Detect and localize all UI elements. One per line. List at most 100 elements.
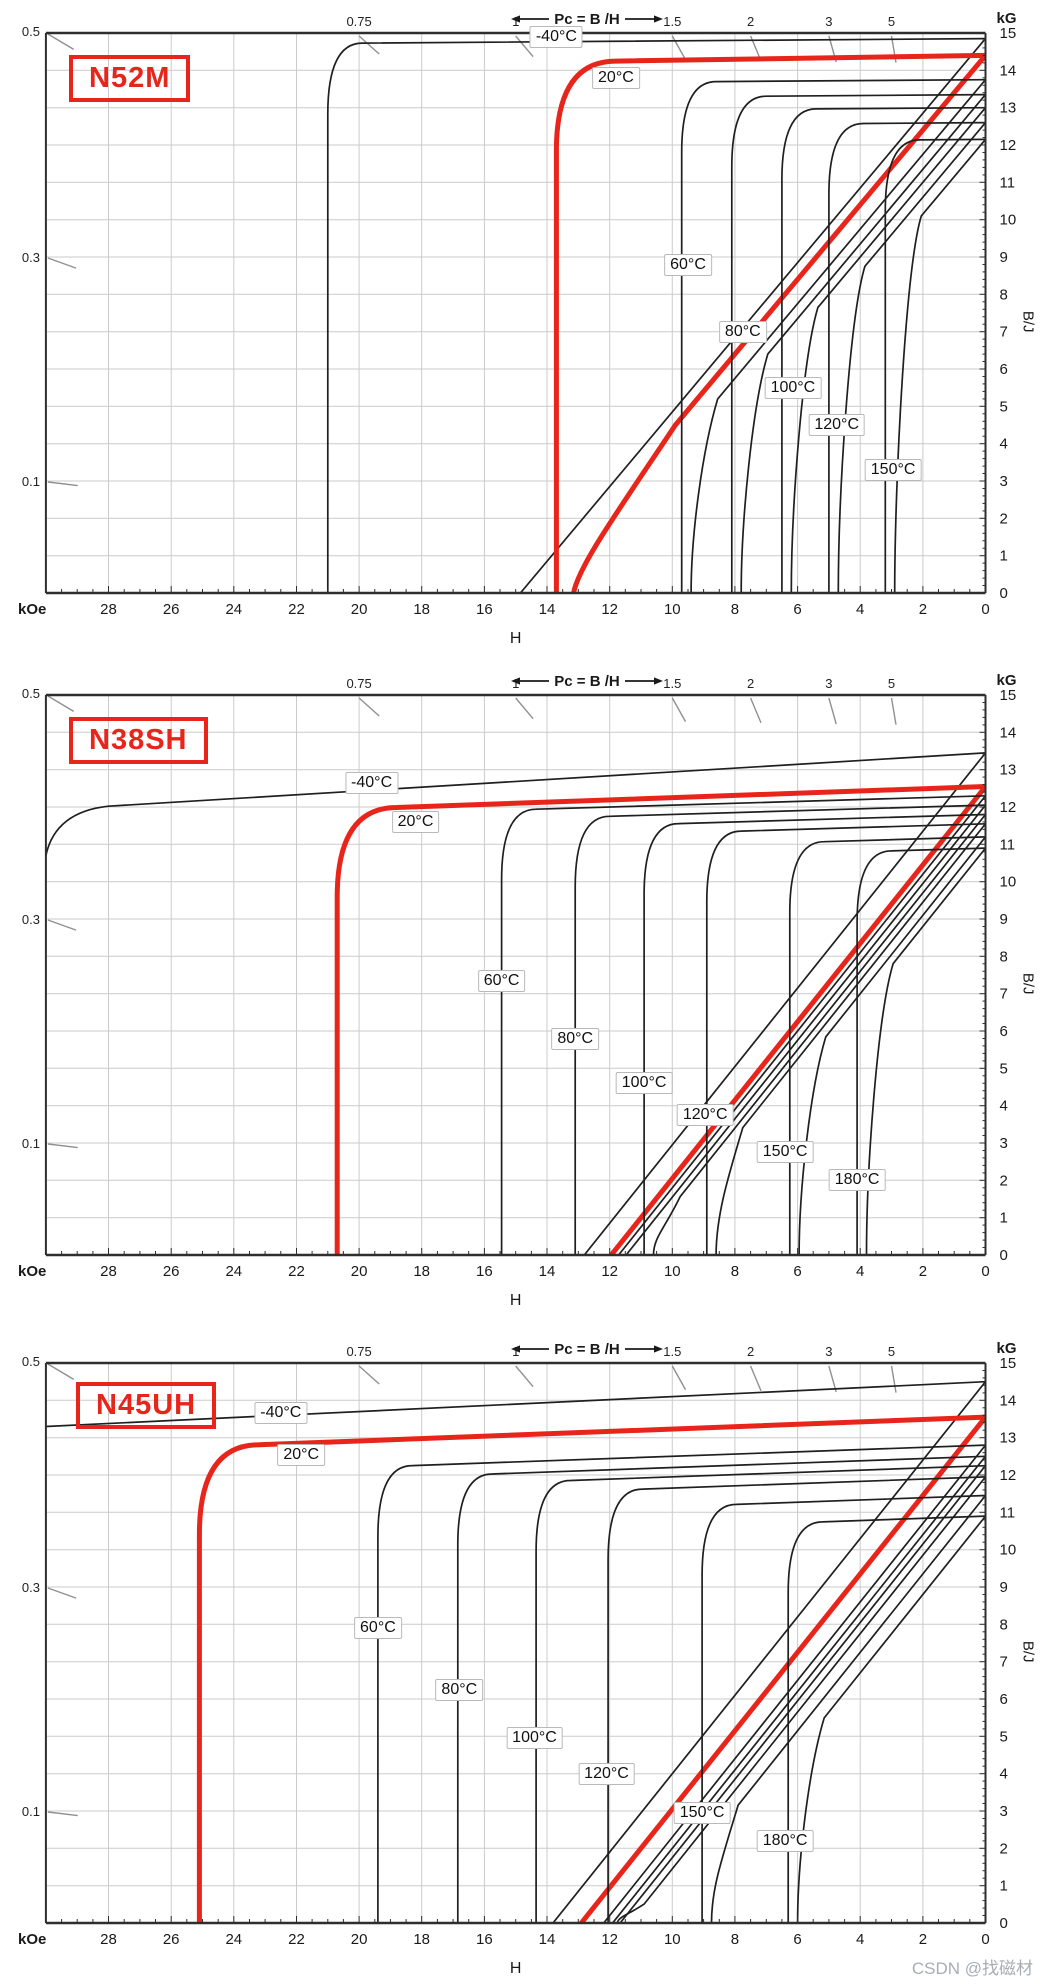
y-tick-label: 0: [1000, 1247, 1008, 1264]
x-tick-label: 8: [731, 1263, 739, 1280]
x-tick-label: 12: [601, 1931, 618, 1948]
pc-top-label: 5: [888, 14, 895, 29]
y-unit-label: kG: [997, 1340, 1017, 1357]
pc-left-label: 0.3: [22, 250, 40, 265]
y-axis-title: B/J: [1020, 1641, 1037, 1663]
x-tick-label: 4: [856, 1263, 864, 1280]
curve-20°C-J: [553, 52, 986, 593]
x-tick-label: 14: [539, 1263, 556, 1280]
y-tick-label: 6: [1000, 361, 1008, 378]
curve-60°C-J: [500, 794, 986, 1255]
curve-100°C-B: [790, 107, 986, 593]
x-tick-label: 18: [413, 1931, 430, 1948]
curve-label-180C: 180°C: [756, 1829, 814, 1852]
pc-top-label: 1.5: [663, 676, 681, 691]
curve-label-20C: 20°C: [391, 810, 440, 833]
curve-100°C-J: [781, 106, 986, 593]
x-tick-label: 12: [601, 601, 618, 618]
curves: [45, 1380, 986, 1923]
curve-150°C-J: [788, 836, 986, 1255]
y-tick-label: 10: [1000, 874, 1017, 891]
grade-label-n52m: N52M: [69, 55, 191, 103]
watermark: CSDN @找磁材: [911, 1959, 1033, 1978]
x-tick-label: 24: [225, 601, 242, 618]
y-tick-label: 5: [1000, 1060, 1008, 1077]
y-tick-label: 1: [1000, 1210, 1008, 1227]
x-tick-label: 28: [100, 1263, 117, 1280]
x-tick-label: 0: [981, 1931, 989, 1948]
y-tick-label: 2: [1000, 510, 1008, 527]
curve-label-120C: 120°C: [578, 1762, 635, 1785]
y-tick-label: 14: [1000, 1392, 1017, 1409]
curve-20°C-J: [334, 784, 986, 1255]
y-tick-label: 5: [1000, 1728, 1008, 1745]
pc-top-label: 5: [888, 1344, 895, 1359]
y-tick-label: 7: [1000, 324, 1008, 341]
curve-150°C-B: [798, 836, 986, 1255]
curve-60°C-B: [690, 79, 986, 593]
x-tick-label: 4: [856, 1931, 864, 1948]
curve-100°C-B: [652, 813, 986, 1255]
x-tick-label: 16: [476, 1263, 493, 1280]
y-tick-label: 6: [1000, 1023, 1008, 1040]
pc-top-label: 0.75: [346, 1344, 371, 1359]
x-tick-label: 2: [919, 1263, 927, 1280]
pc-top-label: 0.75: [346, 14, 371, 29]
curve-label-60C: 60°C: [477, 969, 526, 992]
pc-top-label: 2: [747, 14, 754, 29]
axis-labels: 28 26 24 22 20 18 16 14 12 10 8 6 4 2 0kOeH01234567891…: [18, 10, 1037, 647]
x-tick-label: 26: [163, 601, 180, 618]
curve-label-150C: 150°C: [864, 458, 922, 481]
y-tick-label: 0: [1000, 1915, 1008, 1932]
curve-180°C-B: [865, 847, 986, 1255]
y-tick-label: 5: [1000, 398, 1008, 415]
x-tick-label: 8: [731, 601, 739, 618]
y-tick-label: 3: [1000, 1135, 1008, 1152]
y-axis-title: B/J: [1020, 973, 1037, 995]
y-tick-label: 15: [1000, 25, 1017, 42]
curve-80°C-J: [574, 804, 986, 1255]
curve-label-150C: 150°C: [673, 1801, 731, 1824]
curve--40°C-J: [326, 37, 986, 593]
curve-120°C-B: [616, 1476, 986, 1923]
y-tick-label: 3: [1000, 473, 1008, 490]
y-tick-label: 15: [1000, 687, 1017, 704]
curve-label-120C: 120°C: [676, 1104, 734, 1126]
curve-180°C-B: [796, 1515, 986, 1923]
y-tick-label: 7: [1000, 1654, 1008, 1671]
curve--40°C-B: [583, 752, 986, 1255]
x-tick-label: 18: [413, 1263, 430, 1280]
x-tick-label: 14: [539, 601, 556, 618]
curve-label-100C: 100°C: [615, 1072, 673, 1095]
grade-label-n38sh: N38SH: [69, 717, 208, 765]
pc-left-label: 0.5: [22, 686, 40, 701]
curve-100°C-B: [619, 1465, 986, 1923]
pc-left-label: 0.1: [22, 1804, 40, 1819]
grade-label-n45uh: N45UH: [76, 1382, 217, 1430]
pc-title: Pc = B /H: [554, 1341, 619, 1358]
curve-label-180C: 180°C: [828, 1169, 886, 1192]
curve-180°C-J: [787, 1515, 986, 1923]
y-tick-label: 2: [1000, 1840, 1008, 1857]
curve-80°C-B: [611, 1455, 986, 1923]
pc-top-label: 3: [825, 14, 832, 29]
x-tick-label: 2: [919, 601, 927, 618]
y-tick-label: 9: [1000, 1579, 1008, 1596]
y-tick-label: 11: [1000, 174, 1016, 191]
pc-title: Pc = B /H: [554, 11, 619, 28]
x-tick-label: 2: [919, 1931, 927, 1948]
curve--40°C-J: [45, 752, 986, 856]
pc-top-label: 1: [512, 676, 519, 691]
curve-20°C-B: [609, 784, 986, 1255]
x-tick-label: 12: [601, 1263, 618, 1280]
curve-100°C-J: [643, 813, 986, 1255]
curve-label-80C: 80°C: [435, 1678, 484, 1701]
grid: [45, 1363, 986, 1923]
axis-labels: 28 26 24 22 20 18 16 14 12 10 8 6 4 2 0kOeH01234567891…: [18, 672, 1037, 1309]
curve-label-80C: 80°C: [718, 320, 767, 343]
x-axis-title: H: [510, 1960, 522, 1977]
curve-150°C-B: [710, 1494, 986, 1923]
curve-100°C-J: [535, 1464, 986, 1923]
